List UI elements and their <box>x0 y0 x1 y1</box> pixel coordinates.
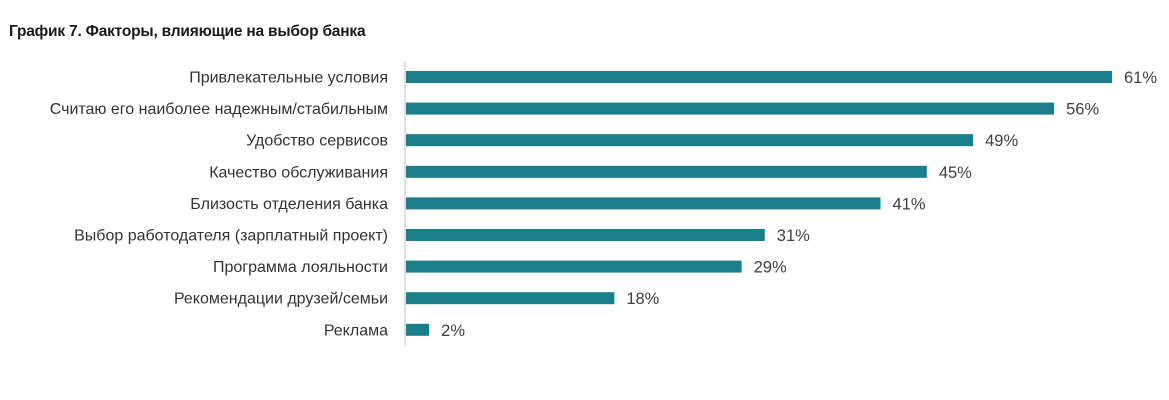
value-label: 18% <box>626 290 659 308</box>
category-label: Качество обслуживания <box>209 164 388 181</box>
chart-title: График 7. Факторы, влияющие на выбор бан… <box>9 23 366 40</box>
bar <box>406 197 881 210</box>
value-label: 45% <box>939 164 972 182</box>
category-label: Программа лояльности <box>213 259 388 276</box>
value-label: 61% <box>1124 69 1157 87</box>
bar <box>406 71 1112 83</box>
bar <box>406 292 615 305</box>
bar <box>406 102 1055 115</box>
bar <box>406 165 927 178</box>
category-label: Считаю его наиболее надежным/стабильным <box>50 101 388 118</box>
bar <box>406 229 765 241</box>
bar <box>406 260 742 273</box>
value-label: 31% <box>777 227 810 245</box>
category-label: Реклама <box>324 322 388 339</box>
value-label: 56% <box>1066 101 1099 119</box>
category-label: Удобство сервисов <box>246 133 388 150</box>
value-label: 29% <box>754 259 787 277</box>
bar <box>406 134 974 147</box>
category-label: Рекомендации друзей/семьи <box>174 291 388 308</box>
value-label: 2% <box>441 322 465 340</box>
bar <box>406 323 430 336</box>
category-label: Привлекательные условия <box>189 70 388 87</box>
bars-group: Привлекательные условия 61% Считаю его наи… <box>50 69 1158 340</box>
category-label: Выбор работодателя (зарплатный проект) <box>74 228 388 245</box>
value-label: 49% <box>985 132 1018 150</box>
category-label: Близость отделения банка <box>190 196 388 213</box>
value-label: 41% <box>893 195 926 213</box>
